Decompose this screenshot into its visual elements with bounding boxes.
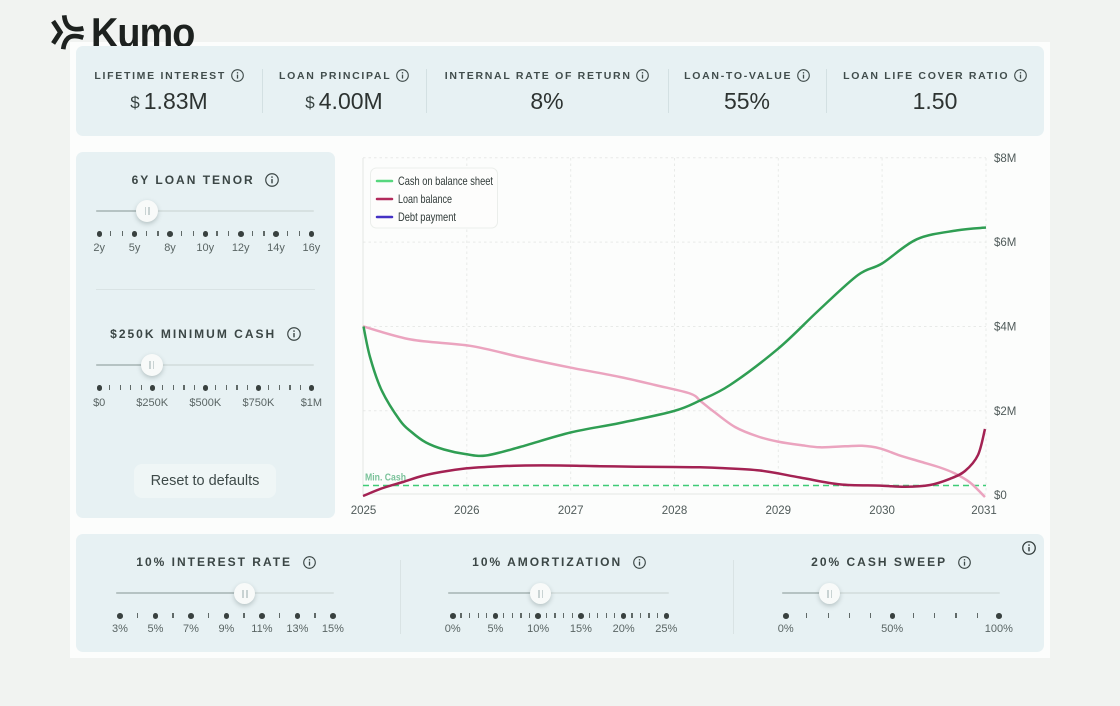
svg-text:Cash on balance sheet: Cash on balance sheet <box>398 174 494 188</box>
svg-text:Loan balance: Loan balance <box>398 192 452 206</box>
svg-text:$6M: $6M <box>994 237 1016 249</box>
svg-text:2029: 2029 <box>766 505 792 517</box>
svg-text:2030: 2030 <box>869 505 895 517</box>
svg-text:Debt payment: Debt payment <box>398 210 457 224</box>
svg-text:2026: 2026 <box>454 505 480 517</box>
svg-text:$8M: $8M <box>994 153 1016 165</box>
svg-text:$4M: $4M <box>994 322 1016 334</box>
svg-text:$0: $0 <box>994 490 1007 502</box>
svg-text:Min. Cash: Min. Cash <box>365 473 406 484</box>
svg-text:2031: 2031 <box>971 505 997 517</box>
svg-text:2027: 2027 <box>558 505 584 517</box>
svg-text:$2M: $2M <box>994 406 1016 418</box>
svg-text:2025: 2025 <box>351 505 377 517</box>
svg-text:2028: 2028 <box>662 505 688 517</box>
